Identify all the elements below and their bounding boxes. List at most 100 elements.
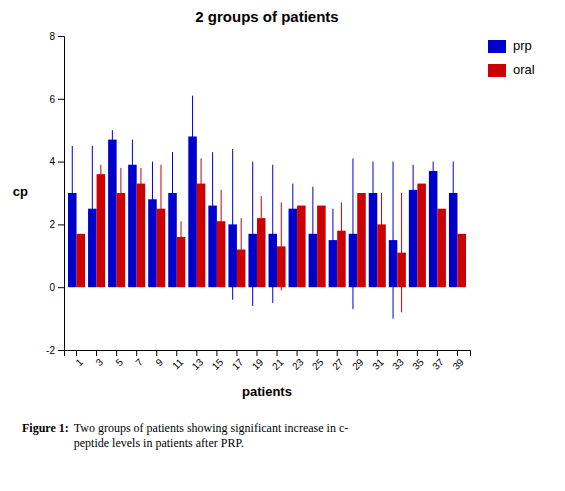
- x-axis-title: patients: [242, 384, 292, 399]
- caption: Two groups of patients showing significa…: [74, 421, 348, 450]
- tick-mark: [156, 350, 157, 356]
- error-bar: [132, 140, 133, 190]
- tick-mark: [417, 350, 418, 356]
- tick-mark: [437, 350, 438, 356]
- tick-label: 19: [250, 356, 266, 372]
- tick: 7: [133, 350, 145, 368]
- tick-label: 37: [430, 356, 446, 372]
- tick-label: 35: [410, 356, 426, 372]
- tick-mark: [357, 350, 358, 356]
- tick-mark: [196, 350, 197, 356]
- bar: [357, 193, 366, 287]
- tick: 27: [330, 350, 346, 372]
- bar: [437, 209, 446, 288]
- tick-label: -2: [46, 345, 55, 356]
- error-bar: [221, 190, 222, 253]
- plot-area: -202468135791113151719212325272931333537…: [46, 31, 470, 372]
- error-bar: [241, 218, 242, 281]
- tick-label: 1: [73, 356, 85, 368]
- tick: 11: [170, 350, 185, 371]
- error-bar: [181, 221, 182, 252]
- bar: [317, 206, 326, 288]
- tick: 6: [49, 94, 64, 105]
- x-axis: 13579111315171921232527293133353739: [65, 350, 471, 372]
- tick-label: 23: [290, 356, 306, 372]
- tick-label: 33: [390, 356, 406, 372]
- error-bar: [272, 165, 273, 303]
- tick: 35: [410, 350, 426, 372]
- tick: 13: [190, 350, 206, 372]
- axis-line: [65, 351, 471, 357]
- y-axis: -2 0 2 4 6 8: [46, 31, 64, 356]
- tick-mark: [397, 350, 398, 356]
- tick: 0: [49, 282, 64, 293]
- tick-label: 8: [49, 31, 55, 42]
- tick-mark: [58, 350, 64, 351]
- tick-label: 7: [133, 356, 145, 368]
- tick-mark: [58, 36, 64, 37]
- error-bar: [212, 152, 213, 259]
- error-bar: [120, 168, 121, 218]
- error-bar: [72, 146, 73, 240]
- bar: [417, 184, 426, 288]
- error-bar: [433, 162, 434, 181]
- tick: 19: [250, 350, 266, 372]
- bar: [97, 174, 106, 287]
- tick-label: 3: [93, 356, 105, 368]
- tick-label: 11: [170, 356, 185, 371]
- bar: [457, 234, 466, 287]
- tick-mark: [317, 350, 318, 356]
- error-bar: [453, 162, 454, 225]
- caption-label: Figure 1:: [22, 421, 69, 435]
- tick-mark: [256, 350, 257, 356]
- error-bar: [393, 162, 394, 319]
- tick-mark: [58, 287, 64, 288]
- tick: 37: [430, 350, 446, 372]
- legend-swatch: [488, 40, 506, 53]
- tick-label: 4: [49, 156, 55, 167]
- error-bar: [160, 165, 161, 253]
- series: [68, 96, 457, 319]
- tick-label: 6: [49, 94, 55, 105]
- tick-label: 21: [270, 356, 286, 372]
- tick-mark: [337, 350, 338, 356]
- legend: prp oral: [488, 38, 535, 77]
- tick: -2: [46, 345, 64, 356]
- bar: [108, 140, 117, 288]
- tick: 33: [390, 350, 406, 372]
- tick-mark: [76, 350, 77, 356]
- tick-label: 0: [49, 282, 55, 293]
- error-bar: [232, 149, 233, 300]
- error-bar: [281, 202, 282, 290]
- error-bar: [252, 162, 253, 306]
- tick-label: 15: [210, 356, 226, 372]
- tick-label: 9: [154, 356, 166, 368]
- legend-label: prp: [513, 38, 532, 53]
- tick: 4: [49, 156, 64, 167]
- tick-mark: [96, 350, 97, 356]
- legend-label: oral: [513, 62, 535, 77]
- tick-label: 31: [370, 356, 386, 372]
- tick-mark: [216, 350, 217, 356]
- tick: 25: [310, 350, 326, 372]
- tick: 21: [270, 350, 286, 372]
- tick-mark: [236, 350, 237, 356]
- legend-swatch: [488, 64, 506, 77]
- tick-label: 13: [190, 356, 206, 372]
- bar: [429, 171, 438, 287]
- tick: 31: [370, 350, 386, 372]
- tick: 5: [113, 350, 125, 368]
- tick-label: 2: [49, 219, 55, 230]
- error-bar: [381, 193, 382, 256]
- error-bar: [201, 158, 202, 208]
- tick-label: 5: [113, 356, 125, 368]
- title: 2 groups of patients: [195, 8, 338, 25]
- tick-mark: [58, 224, 64, 225]
- tick-label: 29: [350, 356, 366, 372]
- tick: 15: [210, 350, 226, 372]
- tick-mark: [297, 350, 298, 356]
- error-bar: [140, 168, 141, 199]
- error-bar: [413, 165, 414, 215]
- error-bar: [332, 209, 333, 272]
- tick-mark: [457, 350, 458, 356]
